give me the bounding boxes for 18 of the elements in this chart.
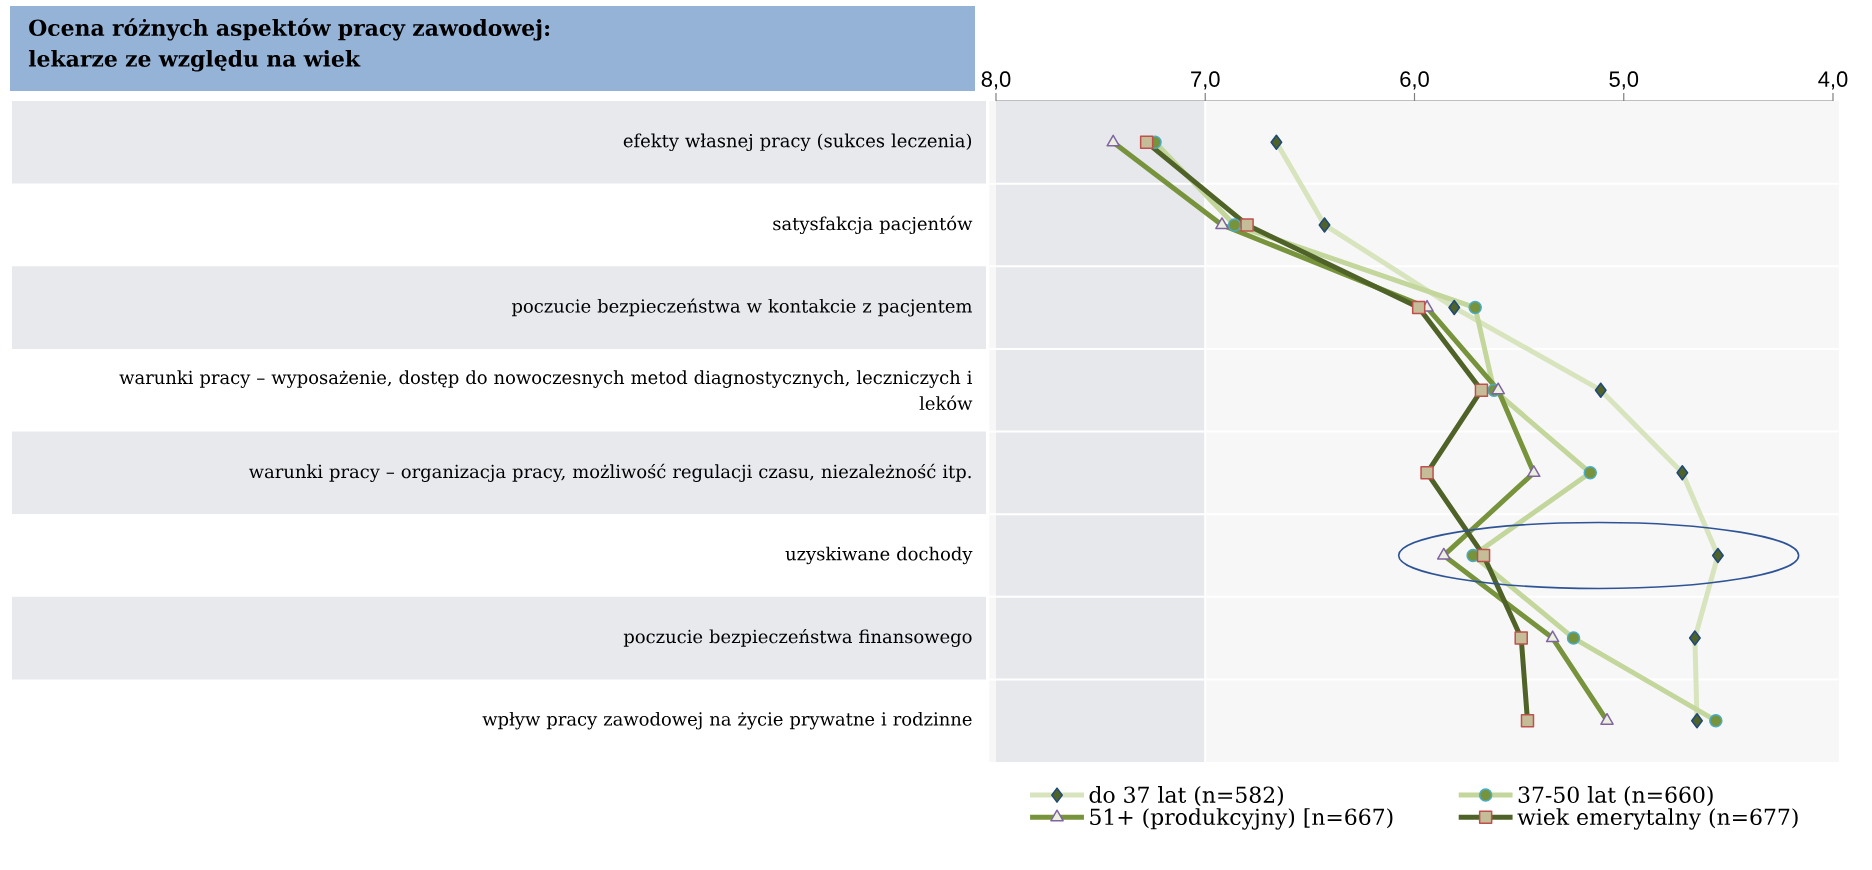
y-tick-label: poczucie bezpieczeństwa w kontakcie z pacjentem — [511, 298, 972, 317]
x-tick-label: 8,0 — [981, 71, 1011, 90]
x-tick-label: 5,0 — [1609, 71, 1639, 90]
y-tick-label: efekty własnej pracy (sukces leczenia) — [623, 133, 972, 152]
x-tick-label: 4,0 — [1818, 71, 1848, 90]
y-tick-label: wpływ pracy zawodowej na życie prywatne i rodzinne — [482, 711, 972, 730]
legend-label: do 37 lat (n=582) — [1089, 786, 1283, 807]
legend-label: 37-50 lat (n=660) — [1518, 786, 1713, 807]
x-tick-label: 6,0 — [1400, 71, 1429, 90]
text: Ocena różnych aspektów pracy zawodowej: lekarze ze względu na wiek — [28, 18, 550, 72]
x-tick-label: 7,0 — [1191, 71, 1220, 90]
legend-label: 51+ (produkcyjny) [n=667) — [1090, 808, 1393, 830]
legend-label: wiek emerytalny (n=677) — [1517, 808, 1798, 830]
y-tick-label: uzyskiwane dochody — [785, 546, 973, 565]
y-tick-label: warunki pracy – organizacja pracy, możliwość regulacji czasu, niezależność itp. — [248, 463, 971, 482]
y-tick-label: poczucie bezpieczeństwa finansowego — [623, 629, 972, 648]
y-tick-label: warunki pracy – wyposażenie, dostęp do nowoczesnych metod diagnostycznych, leczniczych i leków — [119, 370, 973, 411]
y-tick-label: satysfakcja pacjentów — [773, 215, 973, 235]
